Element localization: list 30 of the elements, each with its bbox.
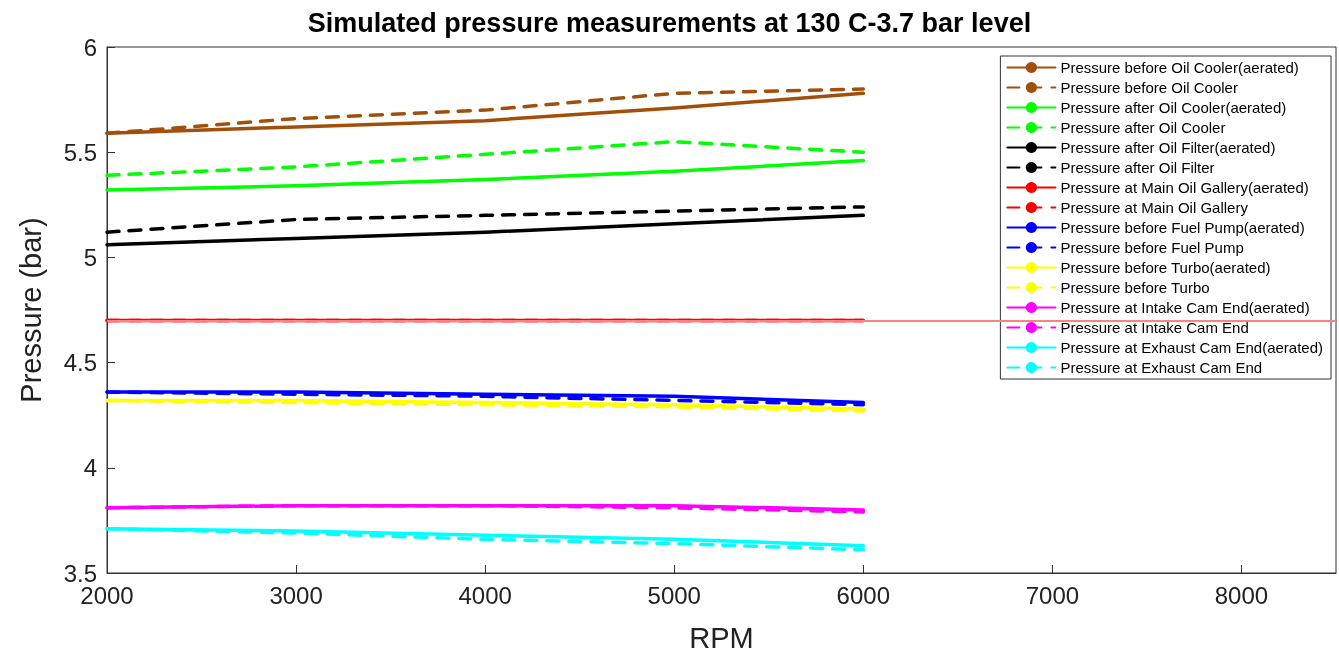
- y-tick-label: 4.5: [63, 349, 97, 377]
- x-tick-label: 8000: [1214, 581, 1269, 609]
- y-tick-label: 6: [83, 33, 97, 61]
- legend-label: Pressure at Intake Cam End(aerated): [1060, 299, 1310, 316]
- legend-label: Pressure before Fuel Pump(aerated): [1060, 219, 1305, 236]
- y-tick-label: 4: [83, 454, 97, 482]
- chart-title: Simulated pressure measurements at 130 C-3.7 bar level: [307, 7, 1032, 38]
- x-tick-label: 5000: [647, 581, 701, 609]
- legend-label: Pressure at Intake Cam End: [1060, 319, 1249, 336]
- y-tick-label: 5.5: [63, 138, 97, 166]
- legend-label: Pressure before Turbo(aerated): [1060, 259, 1271, 276]
- legend-label: Pressure before Turbo: [1060, 279, 1210, 296]
- legend-label: Pressure before Oil Cooler(aerated): [1060, 59, 1299, 76]
- legend-label: Pressure after Oil Filter: [1060, 159, 1215, 176]
- legend-label: Pressure at Exhaust Cam End(aerated): [1060, 339, 1323, 356]
- legend-label: Pressure at Exhaust Cam End: [1060, 359, 1263, 376]
- x-tick-label: 4000: [458, 581, 512, 609]
- y-tick-label: 5: [83, 243, 97, 271]
- legend-label: Pressure at Main Oil Gallery(aerated): [1060, 179, 1309, 196]
- legend-label: Pressure before Fuel Pump: [1060, 239, 1244, 256]
- x-axis-title: RPM: [689, 621, 754, 654]
- legend-label: Pressure after Oil Filter(aerated): [1060, 139, 1276, 156]
- x-tick-label: 6000: [836, 581, 890, 609]
- x-tick-label: 7000: [1025, 581, 1080, 609]
- legend-label: Pressure after Oil Cooler(aerated): [1060, 99, 1287, 116]
- x-tick-label: 3000: [269, 581, 323, 609]
- legend-label: Pressure before Oil Cooler: [1060, 79, 1238, 96]
- y-axis-title: Pressure (bar): [14, 217, 47, 403]
- legend-label: Pressure at Main Oil Gallery: [1060, 199, 1249, 216]
- legend-label: Pressure after Oil Cooler: [1060, 119, 1226, 136]
